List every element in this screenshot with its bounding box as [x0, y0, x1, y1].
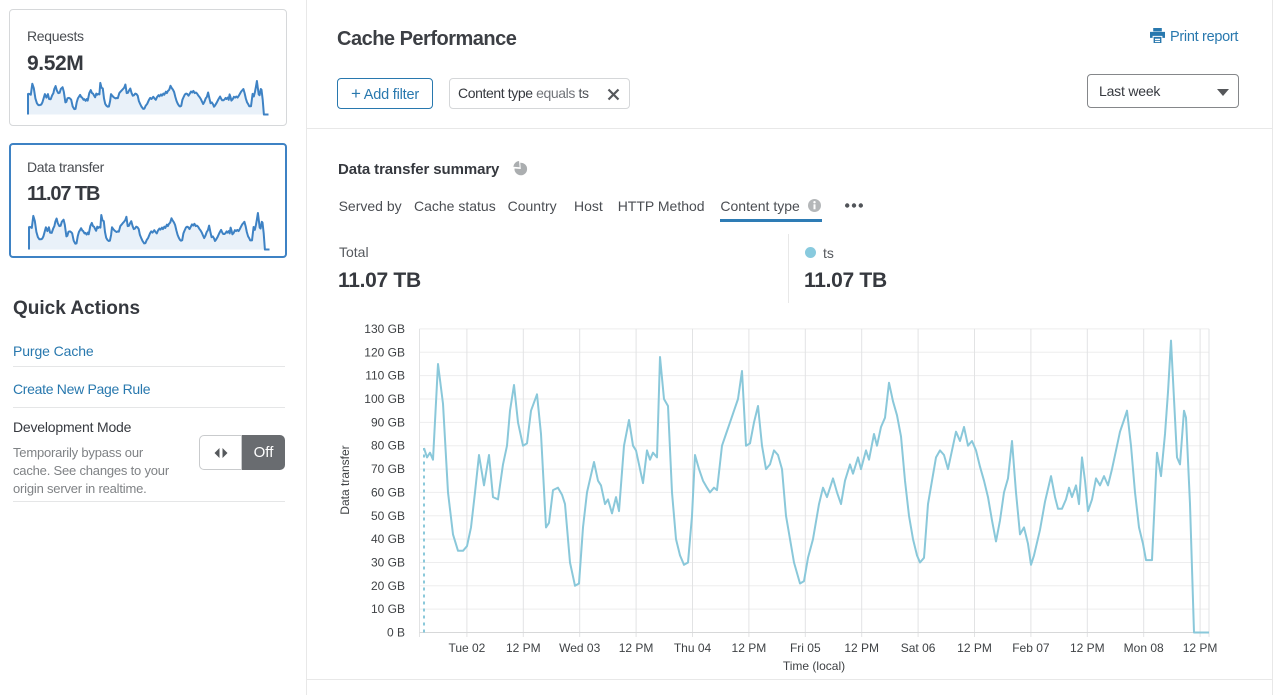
svg-text:110 GB: 110 GB	[365, 369, 405, 383]
svg-text:40 GB: 40 GB	[371, 532, 405, 546]
svg-text:30 GB: 30 GB	[371, 556, 405, 570]
svg-text:Mon 08: Mon 08	[1124, 641, 1164, 655]
svg-text:Wed 03: Wed 03	[559, 641, 600, 655]
svg-text:Feb 07: Feb 07	[1012, 641, 1050, 655]
svg-text:50 GB: 50 GB	[371, 509, 405, 523]
svg-text:12 PM: 12 PM	[844, 641, 879, 655]
svg-text:Fri 05: Fri 05	[790, 641, 821, 655]
svg-text:120 GB: 120 GB	[364, 345, 405, 359]
svg-text:10 GB: 10 GB	[371, 602, 405, 616]
svg-text:80 GB: 80 GB	[371, 439, 405, 453]
svg-text:100 GB: 100 GB	[364, 392, 405, 406]
svg-text:0 B: 0 B	[387, 626, 405, 640]
svg-text:90 GB: 90 GB	[371, 415, 405, 429]
svg-text:12 PM: 12 PM	[732, 641, 767, 655]
svg-text:70 GB: 70 GB	[371, 462, 405, 476]
svg-text:130 GB: 130 GB	[364, 322, 405, 336]
svg-text:12 PM: 12 PM	[506, 641, 541, 655]
svg-text:12 PM: 12 PM	[1183, 641, 1218, 655]
svg-text:Time (local): Time (local)	[783, 659, 845, 673]
svg-text:20 GB: 20 GB	[371, 579, 405, 593]
svg-text:12 PM: 12 PM	[1070, 641, 1105, 655]
svg-text:Thu 04: Thu 04	[674, 641, 712, 655]
svg-text:12 PM: 12 PM	[957, 641, 992, 655]
svg-text:60 GB: 60 GB	[371, 485, 405, 499]
svg-text:12 PM: 12 PM	[619, 641, 654, 655]
svg-text:Tue 02: Tue 02	[448, 641, 485, 655]
svg-text:Sat 06: Sat 06	[901, 641, 936, 655]
svg-text:Data transfer: Data transfer	[338, 445, 352, 514]
